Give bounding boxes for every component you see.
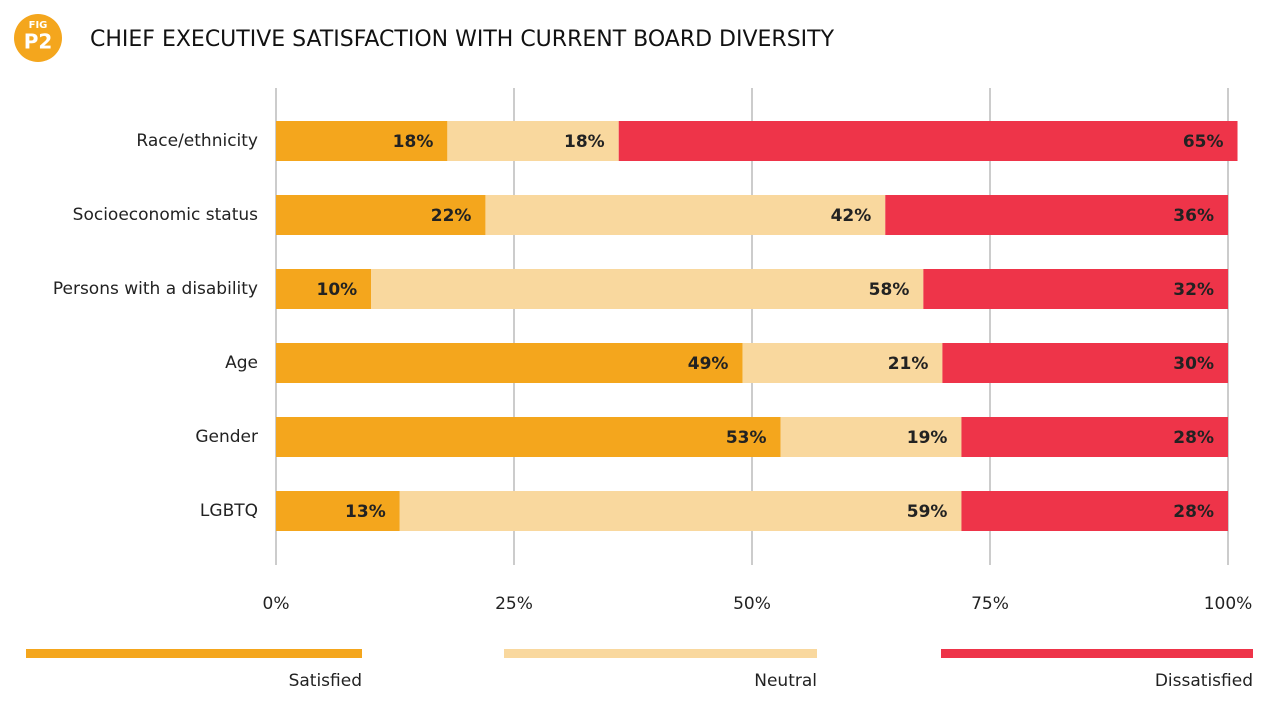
- data-label: 58%: [869, 280, 910, 300]
- data-label: 42%: [831, 206, 872, 226]
- bar-segment: [371, 269, 924, 309]
- legend-swatch: [941, 649, 1253, 658]
- data-label: 59%: [907, 502, 948, 522]
- y-tick-label: Age: [225, 353, 258, 373]
- data-label: 22%: [431, 206, 472, 226]
- data-label: 28%: [1173, 428, 1214, 448]
- data-label: 13%: [345, 502, 386, 522]
- data-label: 32%: [1173, 280, 1214, 300]
- data-label: 28%: [1173, 502, 1214, 522]
- y-tick-label: Persons with a disability: [53, 279, 258, 299]
- data-label: 65%: [1183, 132, 1224, 152]
- bar-segment: [276, 343, 743, 383]
- y-tick-label: LGBTQ: [200, 501, 258, 521]
- y-tick-label: Socioeconomic status: [73, 205, 258, 225]
- x-tick-label: 25%: [495, 594, 533, 614]
- data-label: 30%: [1173, 354, 1214, 374]
- bar-segment: [276, 269, 372, 309]
- data-label: 21%: [888, 354, 929, 374]
- bar-segment: [485, 195, 886, 235]
- data-label: 36%: [1173, 206, 1214, 226]
- figure-badge: [14, 14, 62, 62]
- figure-badge-top: FIG: [29, 20, 48, 31]
- x-tick-label: 75%: [971, 594, 1009, 614]
- figure-badge-main: P2: [24, 30, 53, 54]
- y-tick-label: Gender: [195, 427, 258, 447]
- x-tick-label: 100%: [1204, 594, 1253, 614]
- bar-segment: [923, 269, 1228, 309]
- bar-segment: [276, 491, 400, 531]
- bar-segment: [942, 343, 1228, 383]
- x-tick-label: 0%: [263, 594, 290, 614]
- data-label: 10%: [316, 280, 357, 300]
- bar-segment: [447, 121, 619, 161]
- bar-segment: [399, 491, 962, 531]
- data-label: 18%: [564, 132, 605, 152]
- legend-swatch: [504, 649, 817, 658]
- bar-segment: [618, 121, 1238, 161]
- bar-segment: [885, 195, 1228, 235]
- legend-label: Satisfied: [289, 671, 362, 691]
- bar-segment: [742, 343, 943, 383]
- bar-segment: [276, 121, 448, 161]
- bar-segment: [961, 417, 1228, 457]
- y-tick-label: Race/ethnicity: [136, 131, 258, 151]
- legend-label: Dissatisfied: [1155, 671, 1253, 691]
- bar-segment: [276, 195, 486, 235]
- data-label: 19%: [907, 428, 948, 448]
- legend-label: Neutral: [754, 671, 817, 691]
- chart-title: CHIEF EXECUTIVE SATISFACTION WITH CURREN…: [90, 27, 835, 52]
- bar-segment: [276, 417, 781, 457]
- bar-segment: [780, 417, 962, 457]
- bar-segment: [961, 491, 1228, 531]
- data-label: 53%: [726, 428, 767, 448]
- x-tick-label: 50%: [733, 594, 771, 614]
- data-label: 18%: [393, 132, 434, 152]
- legend-swatch: [26, 649, 362, 658]
- data-label: 49%: [688, 354, 729, 374]
